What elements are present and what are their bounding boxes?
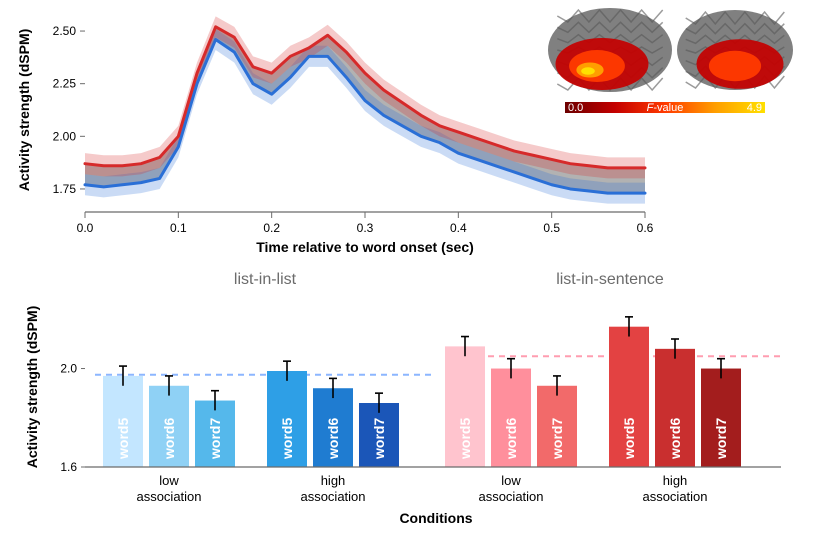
brain-hemi-1 [677, 10, 793, 90]
top-xtick-label: 0.4 [450, 221, 467, 235]
condition-label: association [300, 489, 365, 504]
top-xtick-label: 0.3 [357, 221, 374, 235]
word-label: word6 [325, 418, 341, 460]
bottom-ytick-label: 2.0 [60, 362, 77, 376]
word-label: word6 [161, 418, 177, 460]
top-ytick-label: 1.75 [53, 182, 77, 196]
condition-label: association [642, 489, 707, 504]
top-xtick-label: 0.6 [637, 221, 654, 235]
panel-title: list-in-list [234, 271, 297, 288]
condition-label: low [159, 473, 179, 488]
bottom-ytick-label: 1.6 [60, 460, 77, 474]
word-label: word5 [621, 418, 637, 460]
word-label: word7 [207, 418, 223, 460]
top-xtick-label: 0.1 [170, 221, 187, 235]
condition-label: high [663, 473, 688, 488]
top-ytick-label: 2.25 [53, 77, 77, 91]
bottom-ylabel: Activity strength (dSPM) [24, 306, 40, 469]
word-label: word6 [667, 418, 683, 460]
top-xtick-label: 0.2 [263, 221, 280, 235]
condition-label: association [136, 489, 201, 504]
top-xlabel: Time relative to word onset (sec) [256, 239, 474, 255]
panel-title: list-in-sentence [556, 271, 664, 288]
condition-label: association [478, 489, 543, 504]
top-ylabel: Activity strength (dSPM) [16, 29, 32, 192]
word-label: word5 [115, 418, 131, 460]
word-label: word7 [371, 418, 387, 460]
word-label: word5 [457, 418, 473, 460]
bottom-xlabel: Conditions [399, 510, 472, 526]
top-xtick-label: 0.0 [77, 221, 94, 235]
top-xtick-label: 0.5 [543, 221, 560, 235]
colorbar-label: F-value [647, 102, 684, 114]
top-ytick-label: 2.50 [53, 24, 77, 38]
colorbar-min: 0.0 [568, 102, 583, 114]
top-ytick-label: 2.00 [53, 129, 77, 143]
condition-label: low [501, 473, 521, 488]
brain-hemi-0 [548, 8, 672, 92]
colorbar-max: 4.9 [747, 102, 762, 114]
word-label: word7 [549, 418, 565, 460]
word-label: word5 [279, 418, 295, 460]
word-label: word7 [713, 418, 729, 460]
condition-label: high [321, 473, 346, 488]
word-label: word6 [503, 418, 519, 460]
